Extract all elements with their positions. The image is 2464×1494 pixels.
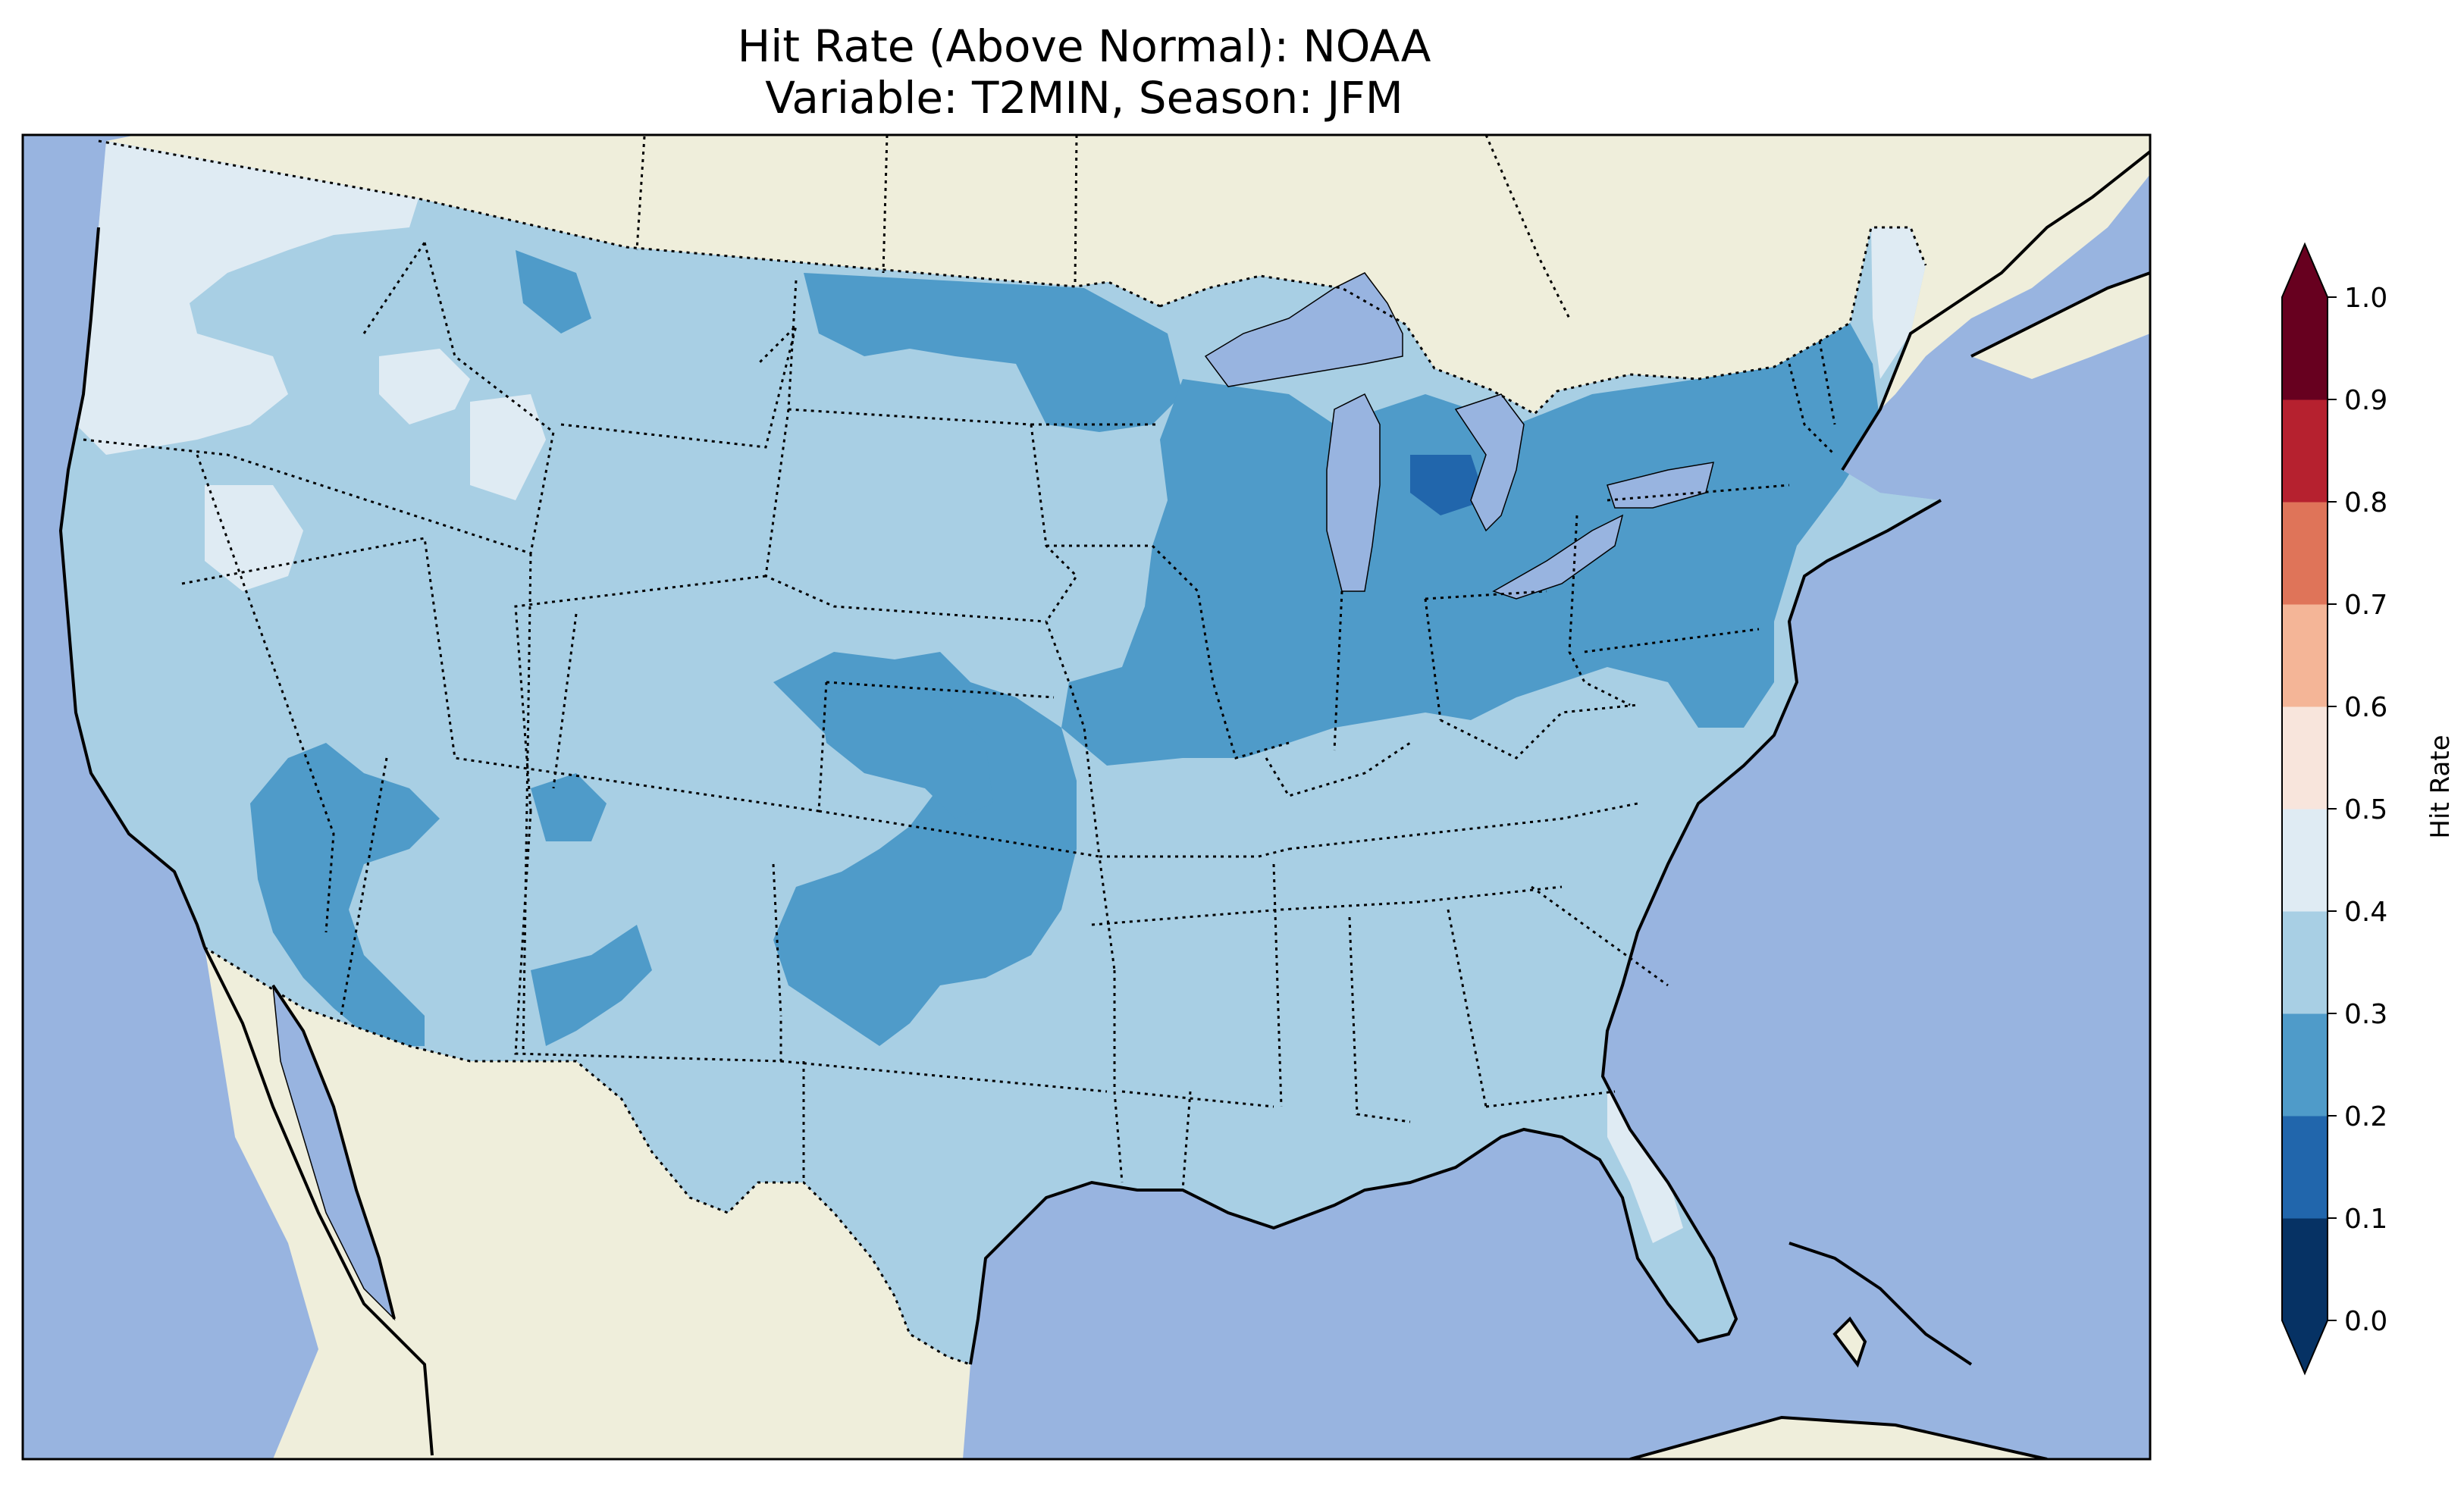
colorbar-tick-label: 0.9 [2344,385,2387,416]
region-central-florida [1607,1092,1683,1243]
mexico-land [205,947,970,1459]
cuba-land [1630,1417,2047,1459]
baja-peninsula [205,947,432,1455]
colorbar-tick-label: 0.3 [2344,999,2387,1030]
colorbar-bin [2282,399,2328,503]
colorbar-label: Hit Rate [2425,734,2456,838]
colorbar-tick-label: 0.4 [2344,897,2387,928]
colorbar-tick-label: 0.7 [2344,590,2387,621]
region-north-dakota-minnesota [804,273,1183,432]
colorbar-bin [2282,604,2328,707]
colorbar-bin [2282,1218,2328,1321]
colorbar-bin [2282,1013,2328,1117]
international-borders [98,135,1927,1366]
lake-superior [1204,272,1403,387]
hit-rate-regions [76,141,1926,1243]
colorbar-extend-max [2282,244,2328,297]
colorbar-bin [2282,809,2328,912]
colorbar-tick-label: 0.6 [2344,692,2387,723]
region-idaho-patch [379,349,470,424]
nova-scotia-land [1971,273,2150,379]
region-kansas-oklahoma [773,652,1077,1046]
colorbar-bin [2282,706,2328,810]
region-southwest-arizona [250,743,440,1046]
region-oregon-patch [205,485,303,591]
colorbar-bin [2282,911,2328,1014]
region-colorado [819,682,993,819]
colorbar-tick-label: 0.0 [2344,1306,2387,1337]
colorbar-bin [2282,297,2328,400]
colorbar-tick-label: 0.5 [2344,794,2387,825]
region-central-michigan [1410,455,1486,515]
colorbar-tick-label: 0.2 [2344,1101,2387,1132]
colorbar-bin [2282,502,2328,605]
colorbar-extend-min [2282,1320,2328,1373]
canada-land [106,135,2150,531]
region-great-lakes-ohio-valley [1061,323,1880,766]
region-wyoming-patch [470,394,546,500]
colorbar-tick-label: 1.0 [2344,283,2387,314]
land-mask [106,135,2150,1459]
map-frame [21,133,2152,1461]
region-new-mexico-patch [531,925,652,1046]
lake-erie [1492,514,1624,600]
region-pacific-northwest [76,141,419,455]
great-lakes [272,272,1715,1321]
map-subtitle: Variable: T2MIN, Season: JFM [765,72,1403,124]
colorbar-tick-label: 0.1 [2344,1204,2387,1235]
colorbar-tick-label: 0.8 [2344,487,2387,518]
coastlines [58,150,2150,1459]
lake-michigan [1326,393,1381,592]
colorbar-bin [2282,1116,2328,1219]
map-title: Hit Rate (Above Normal): NOAA [737,20,1431,72]
lake-huron [1454,393,1525,532]
state-borders [83,242,1836,1191]
region-utah-patch [531,773,607,841]
colorbar-ticks: 0.0 0.1 0.2 0.3 0.4 0.5 0.6 0.7 0.8 0.9 1.0 [2328,283,2387,1337]
region-montana-patch [516,250,591,334]
region-maine [1871,227,1926,379]
colorbar-bins [2281,242,2328,1376]
